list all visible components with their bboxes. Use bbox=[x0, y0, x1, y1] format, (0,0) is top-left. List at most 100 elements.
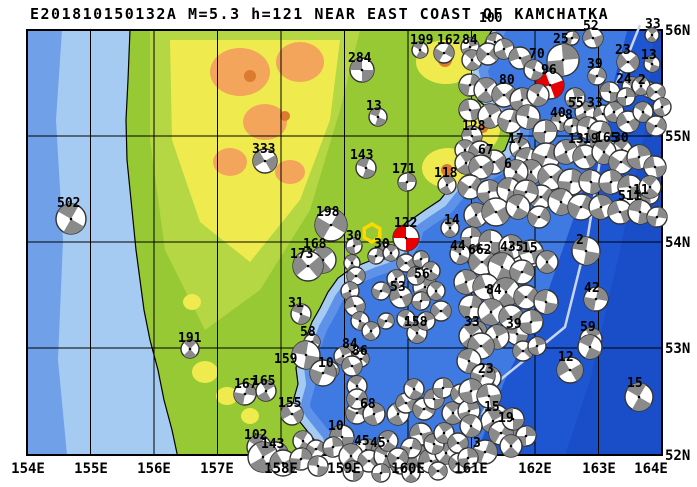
depth-label: 19 bbox=[583, 132, 599, 147]
depth-label: 165 bbox=[595, 131, 618, 146]
beachball bbox=[433, 42, 455, 64]
depth-label: 70 bbox=[529, 47, 545, 62]
beachball bbox=[411, 291, 431, 311]
x-axis-label: 160E bbox=[391, 461, 425, 477]
beachball bbox=[499, 434, 523, 458]
beachball-event bbox=[392, 224, 420, 252]
depth-label: 10 bbox=[328, 419, 344, 434]
beachball bbox=[290, 303, 312, 325]
depth-label: 100 bbox=[479, 11, 503, 26]
beachball bbox=[644, 27, 660, 43]
x-axis-label: 161E bbox=[454, 461, 488, 477]
depth-label: 33 bbox=[587, 96, 603, 111]
beachball bbox=[638, 175, 662, 199]
beachball bbox=[646, 82, 666, 102]
depth-label: 17 bbox=[508, 132, 524, 147]
depth-label: 80 bbox=[499, 73, 515, 88]
depth-label: 158 bbox=[404, 315, 428, 330]
beachball bbox=[346, 388, 368, 410]
beachball bbox=[598, 169, 624, 195]
depth-label: 13 bbox=[568, 132, 584, 147]
beachball bbox=[307, 455, 329, 477]
beachball bbox=[289, 447, 313, 471]
depth-label: 19 bbox=[498, 411, 514, 426]
depth-label: 435 bbox=[500, 240, 523, 255]
beachball bbox=[652, 97, 672, 117]
beachball bbox=[476, 383, 502, 409]
depth-label: 59 bbox=[580, 320, 596, 335]
beachball bbox=[344, 295, 366, 317]
depth-label: 39 bbox=[506, 317, 522, 332]
beachball bbox=[468, 154, 494, 180]
depth-label: 122 bbox=[394, 216, 417, 231]
beachball bbox=[577, 334, 603, 360]
beachball bbox=[55, 203, 87, 235]
depth-label: 11 bbox=[633, 183, 649, 198]
depth-label: 102 bbox=[244, 428, 267, 443]
depth-label: 511 bbox=[618, 189, 642, 204]
beachball bbox=[509, 259, 535, 285]
beachball bbox=[355, 157, 377, 179]
depth-label: 15 bbox=[484, 400, 500, 415]
beachball bbox=[416, 311, 436, 331]
depth-label: 162 bbox=[437, 33, 460, 48]
depth-label: 13 bbox=[641, 48, 657, 63]
x-axis-label: 156E bbox=[137, 461, 171, 477]
depth-label: 58 bbox=[300, 325, 316, 340]
beachball bbox=[583, 286, 609, 312]
trench-deepest bbox=[565, 30, 662, 455]
beachball bbox=[645, 115, 667, 137]
beachball bbox=[546, 43, 580, 77]
depth-label: 662 bbox=[468, 243, 491, 258]
beachball bbox=[426, 281, 446, 301]
beachball bbox=[437, 175, 457, 195]
beachball bbox=[342, 460, 364, 482]
depth-label: 31 bbox=[288, 296, 304, 311]
depth-label: 84 bbox=[342, 337, 358, 352]
beachball bbox=[578, 169, 604, 195]
beachball bbox=[527, 336, 547, 356]
summit-dot bbox=[441, 164, 453, 176]
beachball bbox=[458, 98, 482, 122]
beachball bbox=[527, 205, 551, 229]
x-axis-label: 164E bbox=[634, 461, 668, 477]
beachball bbox=[401, 463, 421, 483]
depth-label: 2 bbox=[638, 73, 646, 88]
beachball bbox=[345, 237, 363, 255]
beachball bbox=[432, 377, 454, 399]
depth-label: 42 bbox=[584, 281, 600, 296]
depth-label: 15 bbox=[627, 376, 643, 391]
depth-label: 128 bbox=[462, 119, 486, 134]
beachball bbox=[449, 243, 471, 265]
beachball bbox=[582, 27, 604, 49]
depth-label: 45 bbox=[354, 434, 370, 449]
beachball bbox=[457, 174, 483, 200]
beachball bbox=[447, 432, 469, 454]
beachball bbox=[513, 284, 539, 310]
beachball bbox=[362, 402, 386, 426]
depth-label: 39 bbox=[587, 57, 603, 72]
beachball bbox=[322, 436, 344, 458]
beachball bbox=[382, 244, 400, 262]
beachball bbox=[532, 119, 558, 145]
depth-label: 33 bbox=[464, 315, 480, 330]
beachball bbox=[349, 57, 375, 83]
beachball bbox=[428, 461, 448, 481]
depth-label: 171 bbox=[392, 162, 416, 177]
depth-label: 8 bbox=[565, 108, 573, 123]
depth-label: 173 bbox=[290, 247, 313, 262]
hills-yellow bbox=[216, 387, 238, 405]
depth-label: 6 bbox=[504, 157, 512, 172]
x-axis-label: 154E bbox=[11, 461, 45, 477]
map-title: E201810150132A M=5.3 h=121 NEAR EAST COA… bbox=[30, 5, 610, 23]
beachball bbox=[377, 430, 399, 452]
beachball bbox=[387, 447, 409, 469]
beachball bbox=[535, 250, 559, 274]
depth-label: 13 bbox=[366, 99, 382, 114]
depth-label: 52 bbox=[583, 19, 599, 34]
beachball bbox=[523, 59, 545, 81]
epicenter-star-icon bbox=[362, 221, 382, 245]
beachball bbox=[180, 339, 200, 359]
depth-label: 3 bbox=[473, 436, 481, 451]
beachball bbox=[646, 206, 668, 228]
